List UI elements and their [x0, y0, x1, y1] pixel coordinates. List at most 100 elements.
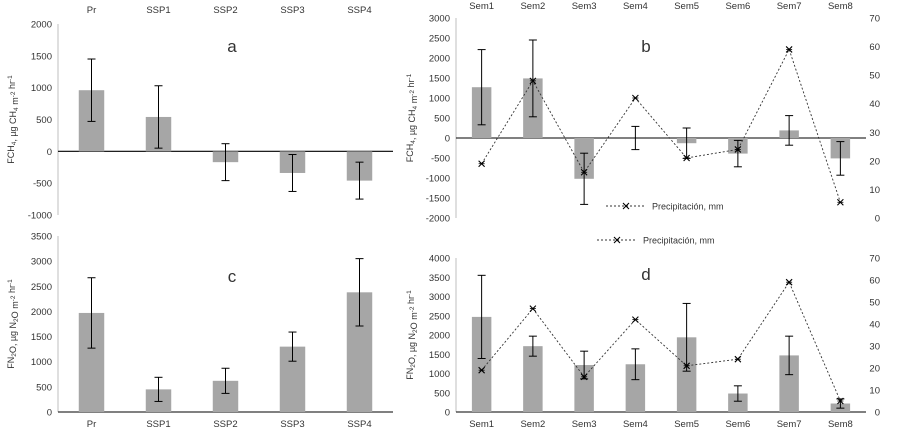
y-tick-label: 0 [445, 134, 450, 145]
y-tick-label: -1000 [426, 174, 450, 185]
panel-letter: a [227, 37, 237, 56]
x-tick-label: SSP1 [146, 5, 170, 16]
x-tick-label: Sem6 [725, 1, 750, 12]
bar [779, 355, 799, 412]
y2-tick-label: 20 [869, 156, 880, 167]
x-tick-label: Sem5 [674, 419, 699, 430]
x-tick-label: Sem8 [828, 419, 853, 430]
precipitation-marker [478, 366, 486, 374]
y2-tick-label: 10 [869, 386, 880, 397]
y2-tick-label: 0 [875, 408, 880, 419]
y2-tick-label: 0 [875, 214, 880, 225]
y-tick-label: 1500 [31, 332, 52, 343]
y-tick-label: 3000 [31, 257, 52, 268]
x-tick-label: Sem6 [725, 419, 750, 430]
precipitation-marker [836, 397, 844, 405]
y-tick-label: 3000 [429, 14, 450, 25]
y-axis-label: FN2O, µg N2O m-2 hr-1 [6, 279, 20, 369]
y-tick-label: 1000 [429, 94, 450, 105]
y-tick-label: 1500 [429, 74, 450, 85]
bar [471, 316, 492, 412]
precipitation-marker [478, 160, 486, 168]
panel-letter: d [641, 265, 650, 284]
y-tick-label: 500 [434, 114, 450, 125]
y2-tick-label: 10 [869, 185, 880, 196]
x-tick-label: Sem5 [674, 1, 699, 12]
bar [676, 337, 697, 412]
x-tick-label: Sem2 [520, 419, 545, 430]
y2-tick-label: 50 [869, 298, 880, 309]
y-tick-label: 2500 [429, 34, 450, 45]
x-tick-label: SSP4 [347, 5, 371, 16]
x-tick-label: SSP3 [280, 419, 304, 430]
y-tick-label: 1500 [429, 350, 450, 361]
x-tick-label: Sem3 [572, 419, 597, 430]
y-tick-label: 2000 [31, 307, 52, 318]
y2-tick-label: 60 [869, 276, 880, 287]
legend-label: Precipitación, mm [643, 236, 715, 246]
legend-label: Precipitación, mm [652, 202, 724, 212]
y2-tick-label: 30 [869, 342, 880, 353]
y-tick-label: -1000 [28, 211, 52, 222]
y-tick-label: 0 [445, 408, 450, 419]
y-tick-label: 0 [47, 147, 52, 158]
precipitation-marker [631, 94, 639, 102]
y2-tick-label: 50 [869, 71, 880, 82]
legend-precipitation-d: Precipitación, mm [597, 236, 715, 246]
y-tick-label: 2000 [429, 54, 450, 65]
x-tick-label: Sem4 [623, 1, 648, 12]
precipitation-marker [683, 154, 691, 162]
x-tick-label: Sem8 [828, 1, 853, 12]
precipitation-line [481, 48, 841, 203]
x-tick-label: Sem7 [777, 1, 802, 12]
precipitation-marker [580, 373, 588, 381]
x-tick-label: SSP2 [213, 419, 237, 430]
panel-letter: b [641, 37, 650, 56]
x-tick-label: Sem1 [469, 419, 494, 430]
precipitation-marker [734, 146, 742, 153]
y-tick-label: 1000 [31, 83, 52, 94]
precipitation-marker [836, 198, 844, 206]
y2-tick-label: 40 [869, 320, 880, 331]
y-tick-label: 1500 [31, 51, 52, 62]
x-tick-label: Sem2 [520, 1, 545, 12]
y-tick-label: 3000 [429, 292, 450, 303]
y-tick-label: 2500 [31, 282, 52, 293]
x-tick-label: Sem7 [777, 419, 802, 430]
y-tick-label: 1000 [429, 369, 450, 380]
y-tick-label: 2500 [429, 311, 450, 322]
y-tick-label: 3500 [429, 273, 450, 284]
x-tick-label: SSP1 [146, 419, 170, 430]
x-tick-label: Pr [87, 5, 97, 16]
legend-marker [613, 236, 621, 244]
y-tick-label: 3500 [31, 232, 52, 243]
panel-letter: c [228, 267, 237, 286]
precipitation-marker [683, 362, 691, 370]
y-tick-label: 500 [36, 115, 52, 126]
y-tick-label: -500 [33, 179, 52, 190]
y-tick-label: 2000 [429, 331, 450, 342]
x-tick-label: Sem3 [572, 1, 597, 12]
precipitation-marker [631, 316, 639, 323]
y2-tick-label: 30 [869, 128, 880, 139]
y-axis-label: FCH4, µg CH4 m-2 hr-1 [405, 73, 419, 162]
precipitation-marker [785, 278, 793, 286]
y-axis-label: FCH4, µg CH4 m-2 hr-1 [6, 75, 20, 164]
y-tick-label: -1500 [426, 194, 450, 205]
x-tick-label: SSP2 [213, 5, 237, 16]
y-tick-label: 1000 [31, 357, 52, 368]
x-tick-label: Pr [87, 419, 97, 430]
chart-panel-c: 3500 3000 2500 2000 1500 1000 500 0 Pr SSP1 SSP2 SS… [6, 232, 393, 430]
precipitation-marker [785, 46, 793, 53]
bar [728, 393, 748, 412]
y-tick-label: 0 [47, 408, 52, 419]
bar [523, 346, 543, 412]
chart-panel-b: 300025002000150010005000-500-1000-1500-2… [405, 1, 880, 225]
bar [574, 365, 594, 412]
y-tick-label: 500 [36, 382, 52, 393]
chart-panel-a: 2000 1500 1000 500 0 -500 -1000 Pr SSP1 SSP2 SSP3 S… [6, 5, 393, 222]
x-tick-label: Sem1 [469, 1, 494, 12]
